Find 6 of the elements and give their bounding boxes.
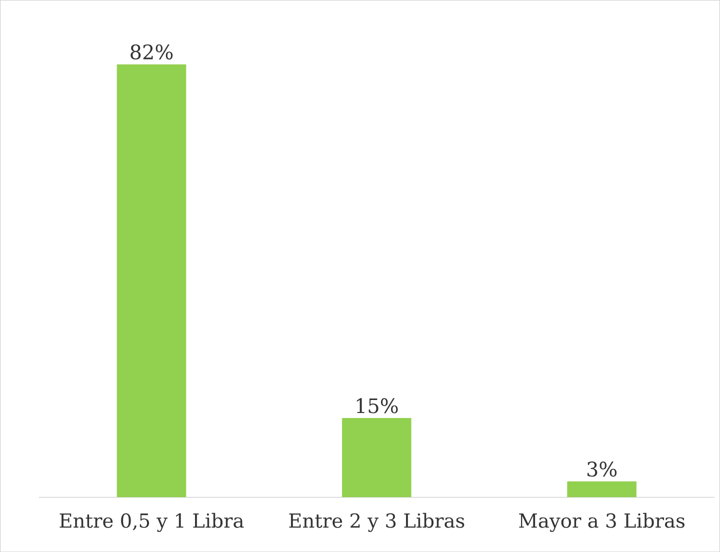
data-label: 82% (130, 44, 173, 60)
data-label: 15% (356, 398, 398, 414)
x-tick-label: Mayor a 3 Libras (519, 512, 684, 532)
data-label: 3% (587, 462, 617, 477)
x-tick-label: Entre 2 y 3 Libras (289, 512, 464, 532)
x-tick-label: Entre 0,5 y 1 Libra (60, 512, 244, 532)
